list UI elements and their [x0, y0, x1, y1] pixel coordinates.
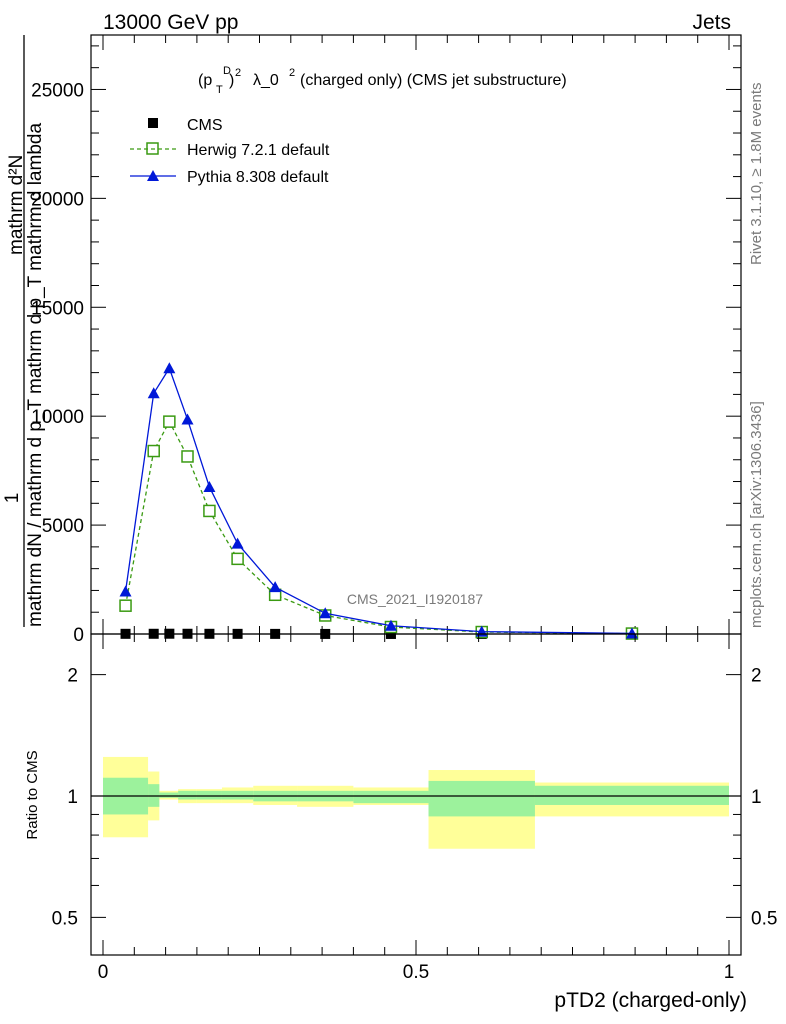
pythia-point [319, 607, 332, 619]
ratio-band-inner [221, 790, 254, 800]
ratio-frame [90, 633, 742, 956]
pythia-point [147, 387, 160, 399]
svg-text:2: 2 [289, 67, 295, 79]
svg-text:(p: (p [198, 72, 212, 89]
ratio-y-axis-label: Ratio to CMS [24, 750, 41, 839]
legend-pythia-label: Pythia 8.308 default [187, 169, 329, 186]
analysis-watermark: CMS_2021_I1920187 [347, 591, 483, 607]
ratio-y-tick-label-right: 2 [751, 666, 762, 687]
y-axis-numerator: 1 [2, 493, 23, 504]
herwig-point [203, 504, 216, 518]
mcplots-label: mcplots.cern.ch [arXiv:1306.3436] [748, 401, 765, 628]
ratio-ticks [91, 634, 741, 955]
ratio-band-inner [353, 790, 429, 804]
legend-cms-marker [148, 118, 158, 128]
svg-text:D: D [223, 65, 231, 77]
plot-title: (p T D ) 2 λ_0 2 (charged only) (CMS jet… [198, 65, 567, 96]
ratio-y-tick-label: 0.5 [52, 908, 78, 929]
rivet-label: Rivet 3.1.10, ≥ 1.8M events [748, 83, 765, 266]
herwig-point [163, 415, 176, 428]
herwig-point [231, 552, 244, 566]
pythia-point [181, 413, 194, 425]
x-tick-label: 1 [724, 962, 735, 983]
pythia-point [163, 362, 176, 374]
herwig-series [119, 415, 639, 640]
legend-cms-label: CMS [187, 117, 223, 134]
ratio-panel: 0.5 0.5 1 1 2 2 Ratio to CMS [24, 633, 778, 956]
svg-text:): ) [229, 72, 234, 89]
main-y-tick-label: 5000 [42, 516, 84, 537]
y-axis-denominator: mathrm dN / mathrm d p_T mathrm d p_T ma… [25, 123, 46, 627]
ratio-band-inner [159, 792, 179, 798]
ratio-bands [103, 756, 729, 849]
pythia-point [231, 537, 244, 549]
legend-herwig-label: Herwig 7.2.1 default [187, 142, 330, 159]
x-tick-labels: 0 0.5 1 [98, 962, 735, 983]
ratio-y-tick-label-right: 0.5 [751, 908, 777, 929]
pythia-point [384, 619, 397, 631]
svg-text:T: T [216, 84, 223, 96]
title-text: (charged only) (CMS jet substructure) [300, 72, 567, 89]
pythia-series [119, 362, 638, 639]
header-energy: 13000 GeV pp [103, 11, 238, 34]
svg-text:2: 2 [235, 67, 241, 79]
ratio-y-tick-label-right: 1 [751, 787, 762, 808]
pythia-point [119, 585, 132, 597]
y-axis-label: 1 mathrm dN / mathrm d p_T mathrm d p_T … [2, 35, 46, 627]
title-lambda: λ_0 [253, 72, 279, 89]
ratio-y-tick-label: 1 [67, 787, 78, 808]
ratio-band-inner [178, 790, 197, 800]
main-y-tick-label: 20000 [31, 189, 84, 210]
ratio-y-tick-label: 2 [67, 666, 78, 687]
main-y-tick-labels: 0 5000 10000 15000 20000 25000 [31, 80, 84, 646]
ratio-y-tick-labels: 0.5 0.5 1 1 2 2 [52, 666, 778, 930]
herwig-point [147, 444, 160, 458]
legend-pythia-marker [147, 170, 159, 181]
header-topic: Jets [692, 11, 731, 34]
herwig-point [181, 450, 194, 463]
main-y-tick-label: 15000 [31, 298, 84, 319]
y-axis-frac-top: mathrm d²N [6, 155, 27, 255]
x-tick-label: 0 [98, 962, 109, 983]
legend: CMS Herwig 7.2.1 default Pythia 8.308 de… [130, 117, 330, 186]
main-y-tick-label: 0 [73, 625, 84, 646]
ratio-band-inner [428, 780, 535, 817]
legend-herwig-marker [146, 142, 159, 155]
ratio-band-inner [534, 785, 729, 805]
pythia-point [269, 581, 282, 593]
herwig-point [119, 599, 132, 612]
pythia-point [203, 480, 216, 492]
x-tick-label: 0.5 [403, 962, 429, 983]
main-y-tick-label: 25000 [31, 80, 84, 101]
ratio-band-inner [196, 790, 222, 800]
main-y-tick-label: 10000 [31, 407, 84, 428]
main-panel: 0 5000 10000 15000 20000 25000 CMS_2021_I1920… [31, 34, 742, 646]
x-axis-label: pTD2 (charged-only) [554, 989, 747, 1012]
